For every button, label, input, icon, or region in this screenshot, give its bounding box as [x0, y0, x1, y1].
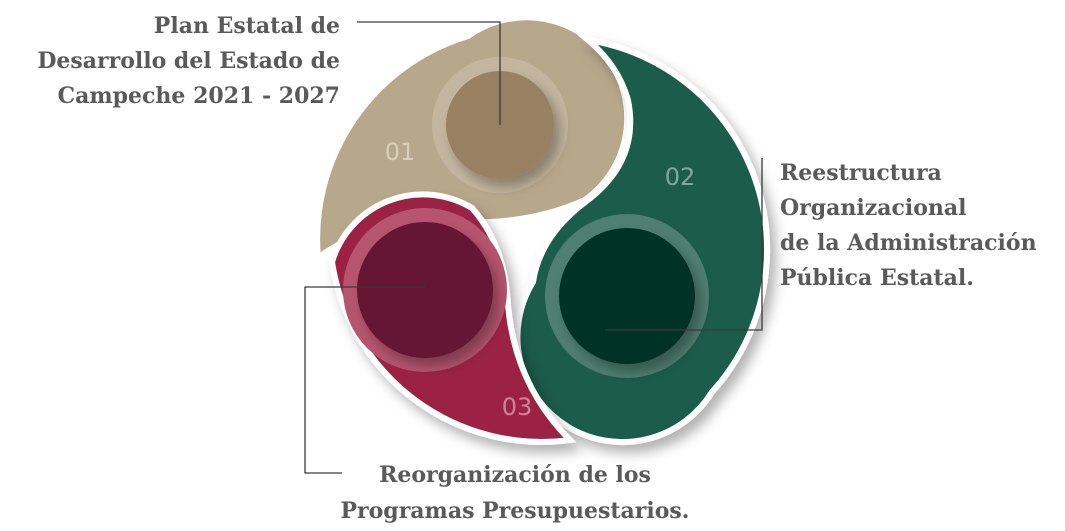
label-line: Programas Presupuestarios.	[341, 498, 690, 524]
segment-number: 02	[665, 163, 696, 191]
leader-line	[605, 158, 763, 331]
segment-number: 01	[385, 138, 416, 166]
leader-line	[357, 21, 501, 125]
circle-3	[357, 222, 493, 358]
label-line: Pública Estatal.	[780, 265, 974, 291]
label-line: Organizacional	[780, 195, 967, 221]
circle-2	[559, 228, 695, 364]
label-line: Desarrollo del Estado de	[37, 48, 340, 74]
label-line: Reestructura	[780, 160, 942, 186]
label-line: Campeche 2021 - 2027	[58, 83, 340, 109]
label-line: Plan Estatal de	[154, 13, 340, 39]
label-line: Reorganización de los	[379, 462, 651, 488]
segment-number: 03	[502, 393, 533, 421]
leader-line	[304, 286, 425, 474]
label-line: de la Administración	[780, 230, 1037, 256]
